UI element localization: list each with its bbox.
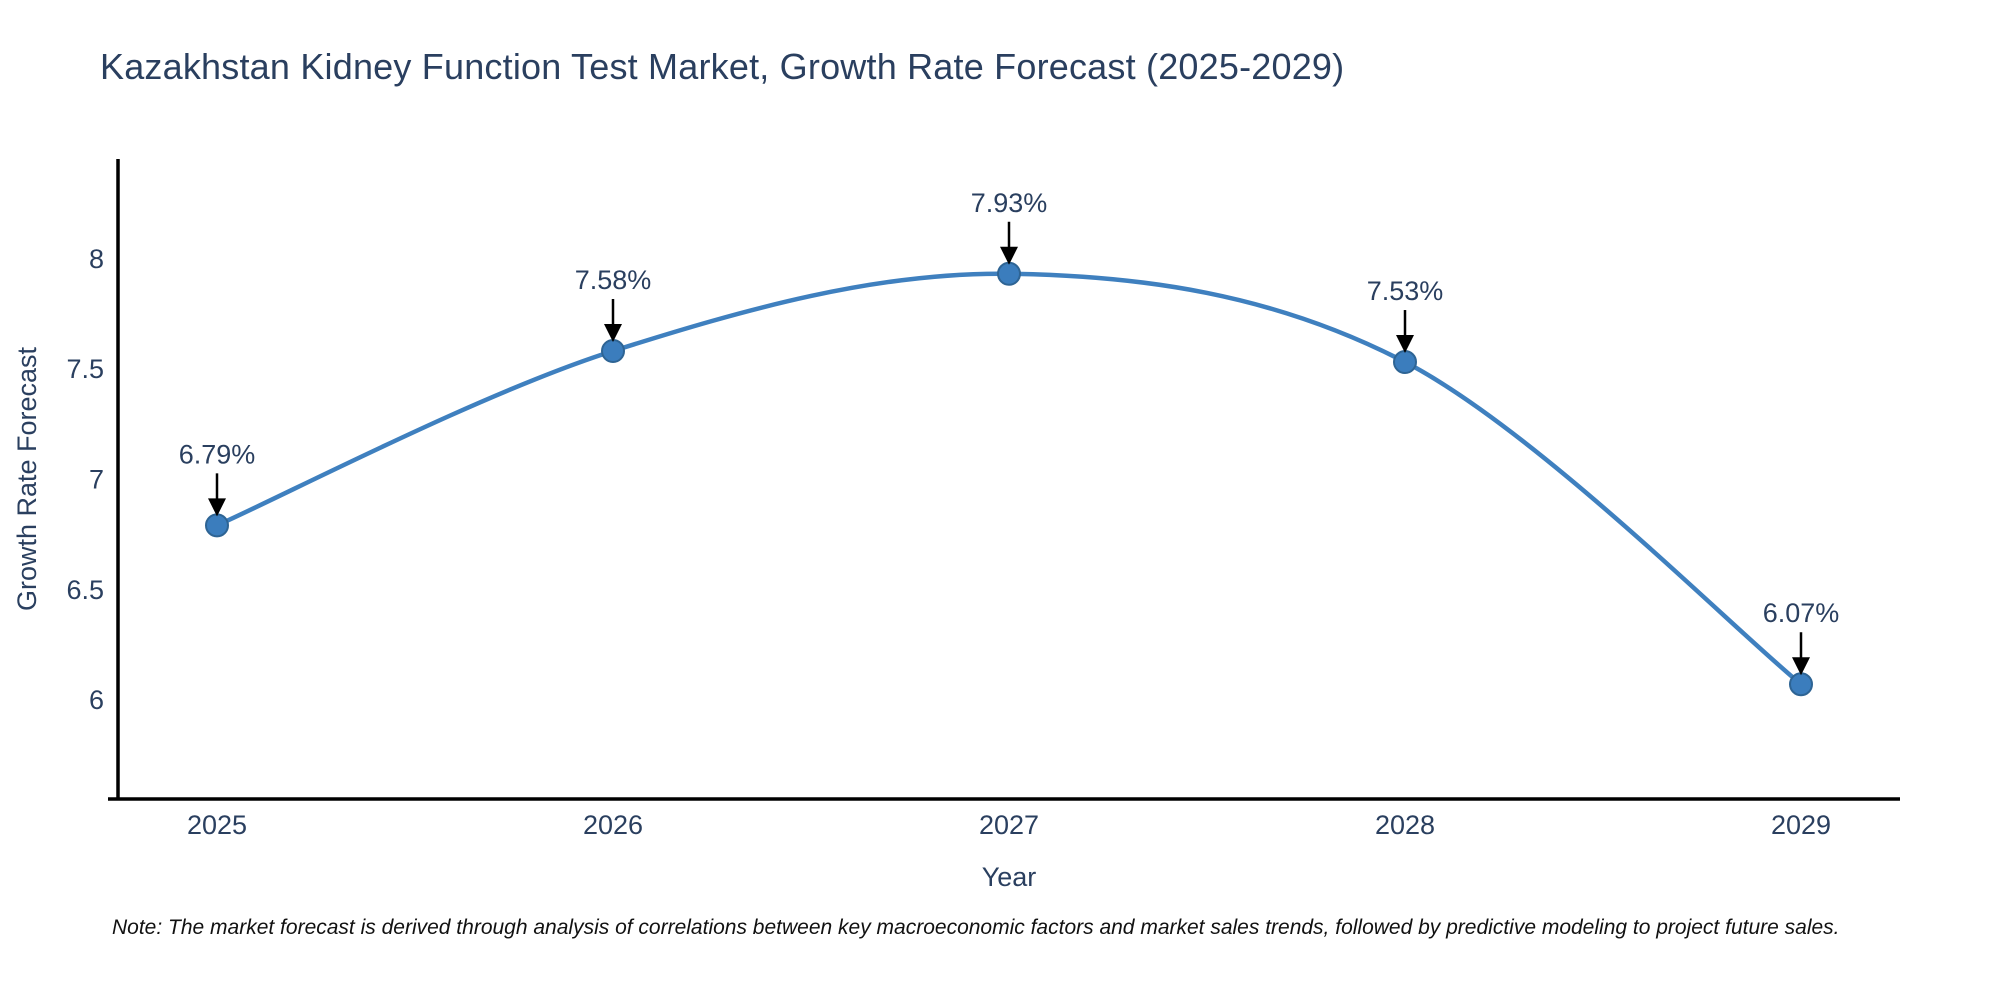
y-axis-title: Growth Rate Forecast (12, 346, 42, 611)
point-value-label: 7.58% (575, 265, 652, 295)
x-tick-label: 2028 (1375, 810, 1435, 840)
data-point-marker[interactable] (1393, 350, 1417, 375)
point-value-label: 6.07% (1763, 598, 1840, 628)
annotation-arrow-head (604, 324, 622, 342)
annotation-arrow-head (1396, 335, 1414, 354)
annotation-arrow-head (208, 498, 226, 517)
x-axis-title: Year (982, 862, 1037, 892)
x-tick-label: 2027 (979, 810, 1039, 840)
y-tick-label: 6.5 (66, 575, 104, 605)
annotation-arrow-head (1000, 246, 1018, 265)
y-tick-label: 7.5 (66, 354, 104, 384)
x-tick-label: 2029 (1771, 810, 1831, 840)
annotation-arrow-head (1792, 657, 1810, 676)
footnote-text: Note: The market forecast is derived thr… (112, 916, 1840, 939)
y-tick-label: 7 (89, 465, 104, 495)
point-value-label: 7.93% (971, 188, 1048, 218)
chart-title: Kazakhstan Kidney Function Test Market, … (100, 46, 1345, 87)
point-value-label: 6.79% (179, 439, 256, 469)
x-tick-label: 2025 (187, 810, 247, 840)
data-point-marker[interactable] (601, 339, 625, 363)
y-tick-label: 8 (89, 244, 104, 274)
y-tick-label: 6 (89, 685, 104, 715)
data-point-marker[interactable] (997, 261, 1021, 286)
data-point-marker[interactable] (1789, 672, 1813, 697)
x-tick-label: 2026 (583, 810, 643, 840)
point-value-label: 7.53% (1367, 276, 1444, 306)
data-point-marker[interactable] (205, 513, 229, 538)
